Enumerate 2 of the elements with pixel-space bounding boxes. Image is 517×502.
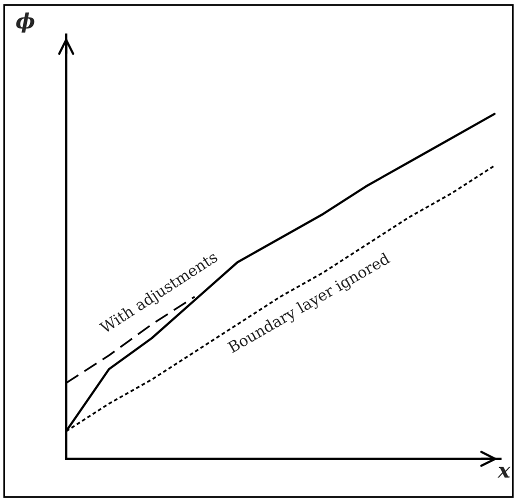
x-axis-title: x xyxy=(497,466,510,478)
y-axis-title: ϕ xyxy=(16,12,34,33)
